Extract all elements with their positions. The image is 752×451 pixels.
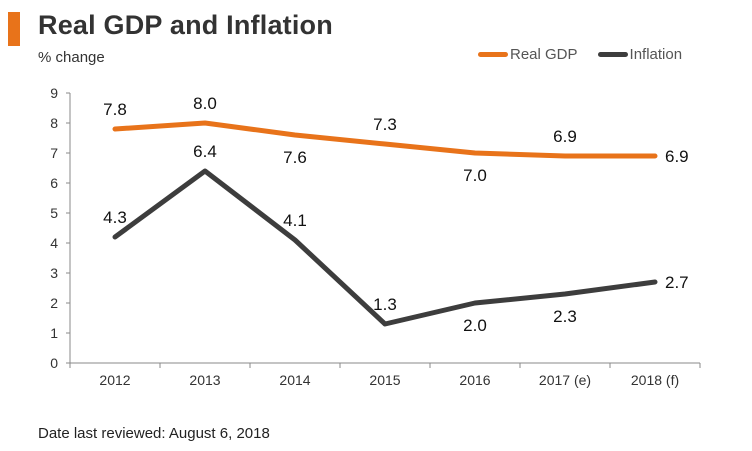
y-tick-label: 6 bbox=[50, 175, 58, 191]
data-label-inflation: 6.4 bbox=[193, 142, 217, 161]
data-label-real-gdp: 7.6 bbox=[283, 148, 307, 167]
data-label-inflation: 2.0 bbox=[463, 316, 487, 335]
data-label-inflation: 2.3 bbox=[553, 307, 577, 326]
chart-series-layer bbox=[112, 120, 658, 327]
data-label-inflation: 4.3 bbox=[103, 208, 127, 227]
y-tick-label: 5 bbox=[50, 205, 58, 221]
legend: Real GDP Inflation bbox=[478, 46, 702, 63]
chart-data-labels: 7.8 8.0 7.6 7.3 7.0 6.9 6.9 4.3 6.4 4.1 1.3 2.0 2.3 2… bbox=[103, 94, 688, 335]
legend-item-real-gdp: Real GDP bbox=[478, 46, 578, 63]
x-tick-label: 2012 bbox=[99, 372, 130, 388]
footnote-date-reviewed: Date last reviewed: August 6, 2018 bbox=[38, 425, 270, 442]
legend-label-inflation: Inflation bbox=[629, 46, 683, 63]
data-label-real-gdp: 6.9 bbox=[665, 147, 689, 166]
data-label-real-gdp: 7.0 bbox=[463, 166, 487, 185]
data-label-real-gdp: 8.0 bbox=[193, 94, 217, 113]
title-accent-bar bbox=[8, 12, 20, 46]
data-label-inflation: 2.7 bbox=[665, 273, 689, 292]
x-tick-label: 2018 (f) bbox=[631, 372, 679, 388]
y-tick-label: 8 bbox=[50, 115, 58, 131]
legend-item-inflation: Inflation bbox=[597, 46, 683, 63]
chart-axes: 0 1 2 3 4 5 6 7 8 9 2012 2013 2014 2015 2016 2017 (e) 20… bbox=[50, 85, 701, 388]
data-label-real-gdp: 6.9 bbox=[553, 127, 577, 146]
x-tick-label: 2013 bbox=[189, 372, 220, 388]
x-tick-label: 2016 bbox=[459, 372, 490, 388]
x-tick-label: 2014 bbox=[279, 372, 310, 388]
data-label-inflation: 1.3 bbox=[373, 295, 397, 314]
y-tick-label: 2 bbox=[50, 295, 58, 311]
y-tick-label: 1 bbox=[50, 325, 58, 341]
data-label-real-gdp: 7.8 bbox=[103, 100, 127, 119]
data-label-inflation: 4.1 bbox=[283, 211, 307, 230]
legend-swatch-inflation bbox=[597, 52, 628, 57]
y-tick-label: 7 bbox=[50, 145, 58, 161]
y-axis-unit-label: % change bbox=[38, 49, 105, 66]
x-tick-label: 2017 (e) bbox=[539, 372, 591, 388]
y-tick-label: 4 bbox=[50, 235, 58, 251]
legend-label-real-gdp: Real GDP bbox=[510, 46, 578, 63]
data-label-real-gdp: 7.3 bbox=[373, 115, 397, 134]
legend-swatch-real-gdp bbox=[478, 52, 508, 57]
y-tick-label: 0 bbox=[50, 355, 58, 371]
y-tick-label: 3 bbox=[50, 265, 58, 281]
chart-title: Real GDP and Inflation bbox=[38, 10, 333, 40]
y-tick-label: 9 bbox=[50, 85, 58, 101]
x-tick-label: 2015 bbox=[369, 372, 400, 388]
